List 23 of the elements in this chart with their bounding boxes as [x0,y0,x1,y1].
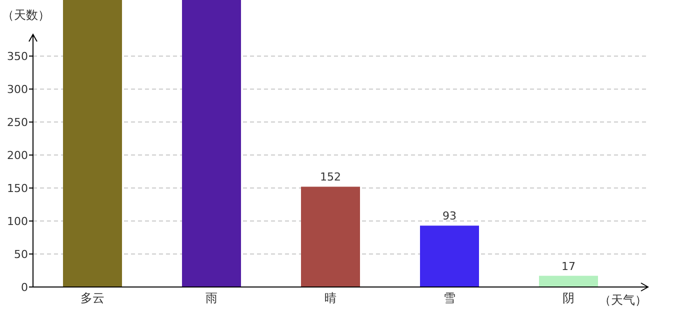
bar [420,226,479,287]
data-label: 17 [562,260,576,273]
data-label: 93 [442,210,456,223]
y-tick-label: 0 [21,281,28,294]
y-axis-title: （天数） [2,8,50,22]
data-label: 152 [320,170,341,184]
y-tick-label: 250 [7,116,28,130]
y-tick-label: 300 [7,83,28,96]
y-tick-label: 350 [7,50,28,64]
x-tick-label: 雪 [444,291,456,305]
x-tick-label: 多云 [80,291,104,305]
x-tick-label: 雨 [206,291,218,305]
bar [182,0,241,287]
bar [63,0,122,287]
x-tick-label: 阴 [562,291,574,305]
y-tick-label: 50 [14,248,28,262]
bar [539,276,598,287]
x-tick-label: 晴 [324,291,336,305]
y-tick-label: 150 [7,182,28,196]
x-axis-title: （天气） [599,293,647,307]
y-tick-label: 100 [7,215,28,228]
y-tick-label: 200 [7,149,28,162]
bar [301,186,360,287]
